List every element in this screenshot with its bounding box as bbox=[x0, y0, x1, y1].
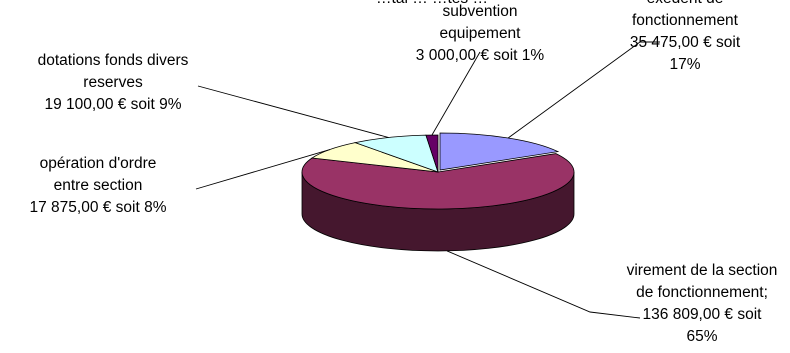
pie-top-layer bbox=[301, 132, 575, 210]
pie-slice-virement bbox=[301, 153, 575, 210]
leader-line-virement bbox=[446, 250, 641, 319]
leader-line-operation bbox=[195, 149, 331, 190]
label-dotations: dotations fonds divers reserves 19 100,0… bbox=[37, 52, 189, 113]
pie-slice-subvention bbox=[425, 134, 439, 173]
chart-title-cropped: …tal … …tes … bbox=[262, 0, 602, 10]
label-excedent: exédent de fonctionnement 35 475,00 € so… bbox=[629, 0, 741, 73]
leader-line-excedent bbox=[507, 41, 660, 139]
label-subvention: subvention equipement 3 000,00 € soit 1% bbox=[415, 3, 545, 64]
pie-slice-excedent bbox=[439, 132, 560, 171]
leader-line-dotations bbox=[197, 85, 389, 138]
label-operation: opération d'ordre entre section 17 875,0… bbox=[29, 155, 167, 216]
leader-line-subvention bbox=[431, 51, 481, 136]
label-virement: virement de la section de fonctionnement… bbox=[626, 262, 778, 345]
